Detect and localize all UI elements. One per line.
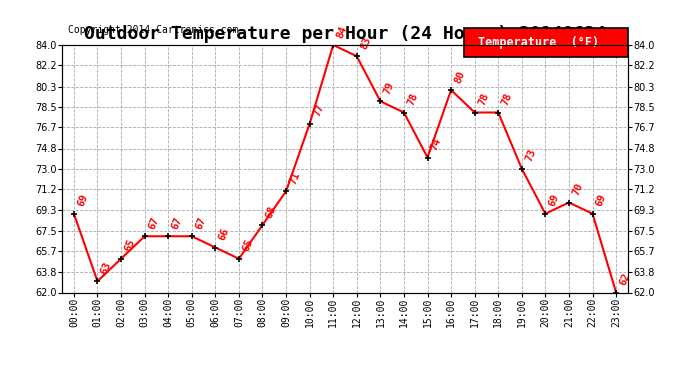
Text: Temperature  (°F): Temperature (°F) (478, 36, 599, 49)
Title: Outdoor Temperature per Hour (24 Hours) 20140624: Outdoor Temperature per Hour (24 Hours) … (84, 26, 606, 44)
Text: 79: 79 (382, 80, 396, 96)
Text: 80: 80 (453, 69, 467, 84)
Text: 65: 65 (241, 238, 255, 253)
FancyBboxPatch shape (464, 28, 628, 57)
Text: 66: 66 (217, 226, 231, 242)
Text: 63: 63 (99, 260, 113, 276)
Text: 69: 69 (76, 193, 90, 208)
Text: 67: 67 (170, 215, 184, 231)
Text: 70: 70 (571, 182, 585, 197)
Text: 83: 83 (359, 35, 373, 51)
Text: 62: 62 (618, 272, 632, 287)
Text: 77: 77 (311, 103, 326, 118)
Text: 73: 73 (524, 148, 538, 163)
Text: 78: 78 (477, 92, 491, 107)
Text: 65: 65 (123, 238, 137, 253)
Text: 71: 71 (288, 170, 302, 186)
Text: 69: 69 (594, 193, 609, 208)
Text: 78: 78 (500, 92, 514, 107)
Text: 67: 67 (146, 215, 161, 231)
Text: 69: 69 (547, 193, 561, 208)
Text: Copyright 2014 Cartronics.com: Copyright 2014 Cartronics.com (68, 25, 238, 35)
Text: 68: 68 (264, 204, 278, 219)
Text: 84: 84 (335, 24, 349, 39)
Text: 74: 74 (429, 136, 444, 152)
Text: 78: 78 (406, 92, 420, 107)
Text: 67: 67 (194, 215, 208, 231)
